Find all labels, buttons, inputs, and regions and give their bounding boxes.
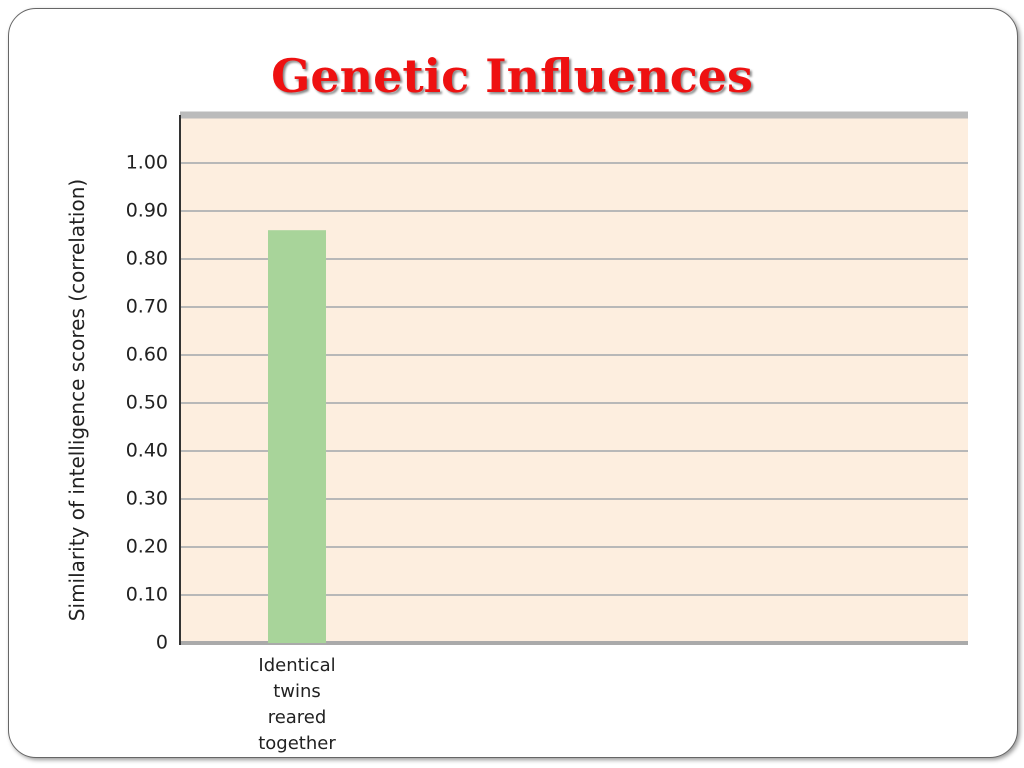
y-tick-label: 0.60: [126, 344, 168, 366]
x-tick-label: Identical twins reared together: [258, 655, 336, 754]
y-tick-label: 0.10: [126, 584, 168, 606]
bar: [268, 230, 326, 643]
y-tick-label: 0.70: [126, 296, 168, 318]
y-tick-label: 0.30: [126, 488, 168, 510]
y-tick-label: 1.00: [126, 152, 168, 174]
y-tick-label: 0.40: [126, 440, 168, 462]
y-tick-label: 0.80: [126, 248, 168, 270]
y-tick-label: 0.90: [126, 200, 168, 222]
y-tick-label: 0.50: [126, 392, 168, 414]
y-tick-label: 0: [156, 632, 168, 654]
chart-title: Genetic Influences: [271, 49, 753, 103]
y-axis-label: Similarity of intelligence scores (corre…: [65, 179, 89, 621]
y-tick-label: 0.20: [126, 536, 168, 558]
